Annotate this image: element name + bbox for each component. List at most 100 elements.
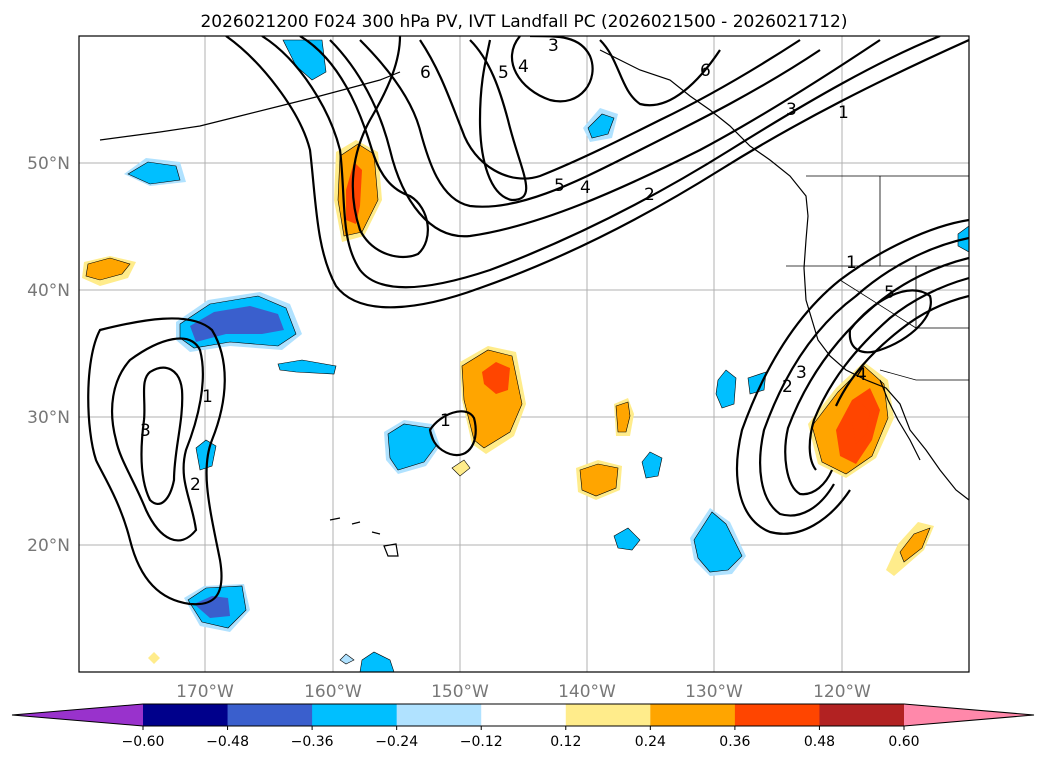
colorbar-tick-label: −0.36 (291, 734, 334, 750)
colorbar-tick-label: 0.12 (550, 734, 581, 750)
fill-blue-130w (693, 511, 743, 573)
contour-west-3 (140, 366, 184, 505)
contours (87, 36, 969, 606)
colorbar-tick-label: 0.36 (719, 734, 750, 750)
colorbar-segment (481, 704, 567, 726)
clabel-east-4: 4 (856, 365, 867, 385)
lon-label-130w: 130°W (685, 682, 743, 702)
colorbar-segment (819, 704, 905, 726)
lat-label-40n: 40°N (27, 281, 70, 301)
fill-orange-w42 (85, 257, 131, 281)
colorbar-tick-label: 0.24 (635, 734, 666, 750)
clabel-upper-3b: 3 (786, 100, 797, 120)
contour-labels: 3 5 4 6 5 4 2 3 1 6 1 3 2 1 1 5 2 3 4 (140, 36, 895, 495)
lon-label-120w: 120°W (813, 682, 871, 702)
fill-blue-gulf-core (587, 113, 615, 139)
latitude-labels: 50°N 40°N 30°N 20°N (27, 154, 70, 556)
colorbar (11, 703, 1035, 727)
fill-blue-27n-w (195, 439, 217, 471)
clabel-central-1: 1 (440, 411, 451, 431)
fill-blue-29n (387, 423, 437, 471)
clabel-upper-5a: 5 (498, 63, 509, 83)
map-area: 3 5 4 6 5 4 2 3 1 6 1 3 2 1 1 5 2 3 4 (79, 36, 969, 672)
lat-label-20n: 20°N (27, 536, 70, 556)
clabel-east-2: 2 (782, 377, 793, 397)
contour-east-5 (835, 294, 969, 407)
colorbar-tick-label: −0.12 (460, 734, 503, 750)
contour-west-1 (87, 317, 226, 606)
colorbar-segment (143, 704, 229, 726)
coastlines (99, 49, 969, 557)
aleutian-chain (99, 71, 401, 141)
clabel-west-1: 1 (202, 387, 213, 407)
fill-orange-19n (899, 527, 931, 563)
contour-east-inner (848, 289, 932, 354)
fill-orange-137w (615, 401, 631, 433)
longitude-labels: 170°W 160°W 150°W 140°W 130°W 120°W (176, 682, 871, 702)
fill-orange-25n (579, 463, 619, 497)
fill-blue-bottom (359, 651, 395, 672)
colorbar-tick-label: −0.48 (206, 734, 249, 750)
clabel-west-3: 3 (140, 421, 151, 441)
colorbar-labels: −0.60 −0.48 −0.36 −0.24 −0.12 0.12 0.24 0.36 0.4… (122, 726, 920, 750)
clabel-upper-3a: 3 (548, 36, 559, 56)
gridlines (79, 36, 969, 672)
fill-darkblue-16n (194, 596, 230, 618)
contour-west-2 (110, 337, 204, 542)
fill-yellow-32n-tail (451, 459, 471, 477)
colorbar-tick-label: 0.60 (888, 734, 919, 750)
fill-blue-20n (613, 527, 641, 551)
baja-coast (879, 379, 921, 461)
lon-label-150w: 150°W (431, 682, 489, 702)
clabel-upper-6a: 6 (420, 63, 431, 83)
map-frame (78, 35, 970, 673)
contour-east-1 (735, 218, 969, 535)
colorbar-tick-label: −0.60 (122, 734, 165, 750)
fill-blue-34n (277, 359, 337, 375)
borders (786, 175, 969, 381)
colorbar-segment (227, 704, 313, 726)
clabel-upper-5b: 5 (554, 176, 565, 196)
contour-east-3 (784, 256, 969, 496)
fill-blue-top-nw (282, 39, 327, 81)
hawaii-islands (329, 517, 399, 557)
colorbar-segment (565, 704, 651, 726)
lon-label-140w: 140°W (558, 682, 616, 702)
fill-blue-131w (715, 369, 737, 409)
clabel-west-2: 2 (190, 475, 201, 495)
fill-darkred-119w (852, 404, 870, 444)
west-coast-na (803, 215, 969, 501)
contour-east-2 (759, 236, 969, 517)
colorbar-extend-min (12, 704, 143, 726)
colorbar-segment (396, 704, 482, 726)
colorbar-segment (650, 704, 736, 726)
contour-central-1 (428, 410, 477, 457)
clabel-east-3: 3 (796, 363, 807, 383)
fill-blue-w50 (127, 161, 181, 185)
clabel-upper-4a: 4 (518, 57, 529, 77)
pv-fills (82, 39, 969, 672)
figure-title: 2026021200 F024 300 hPa PV, IVT Landfall… (200, 12, 847, 32)
colorbar-segment (312, 704, 398, 726)
clabel-upper-6b: 6 (700, 61, 711, 81)
colorbar-segment (734, 704, 820, 726)
clabel-upper-4b: 4 (580, 178, 591, 198)
fill-yellow-dot (148, 652, 160, 664)
clabel-east-1: 1 (846, 253, 857, 273)
lat-label-50n: 50°N (27, 154, 70, 174)
fill-blue-bottom-small (339, 653, 355, 665)
lat-label-30n: 30°N (27, 408, 70, 428)
lon-label-170w: 170°W (176, 682, 234, 702)
fill-red-32n (482, 362, 510, 394)
clabel-upper-2: 2 (644, 185, 655, 205)
lon-label-160w: 160°W (304, 682, 362, 702)
fill-blue-128w (747, 371, 767, 395)
alaska-coast (599, 49, 809, 217)
colorbar-extend-max (904, 704, 1034, 726)
colorbar-tick-label: 0.48 (804, 734, 835, 750)
fill-blue-135w (641, 451, 663, 479)
colorbar-tick-label: −0.24 (375, 734, 418, 750)
clabel-upper-1: 1 (838, 103, 849, 123)
clabel-east-5: 5 (884, 283, 895, 303)
